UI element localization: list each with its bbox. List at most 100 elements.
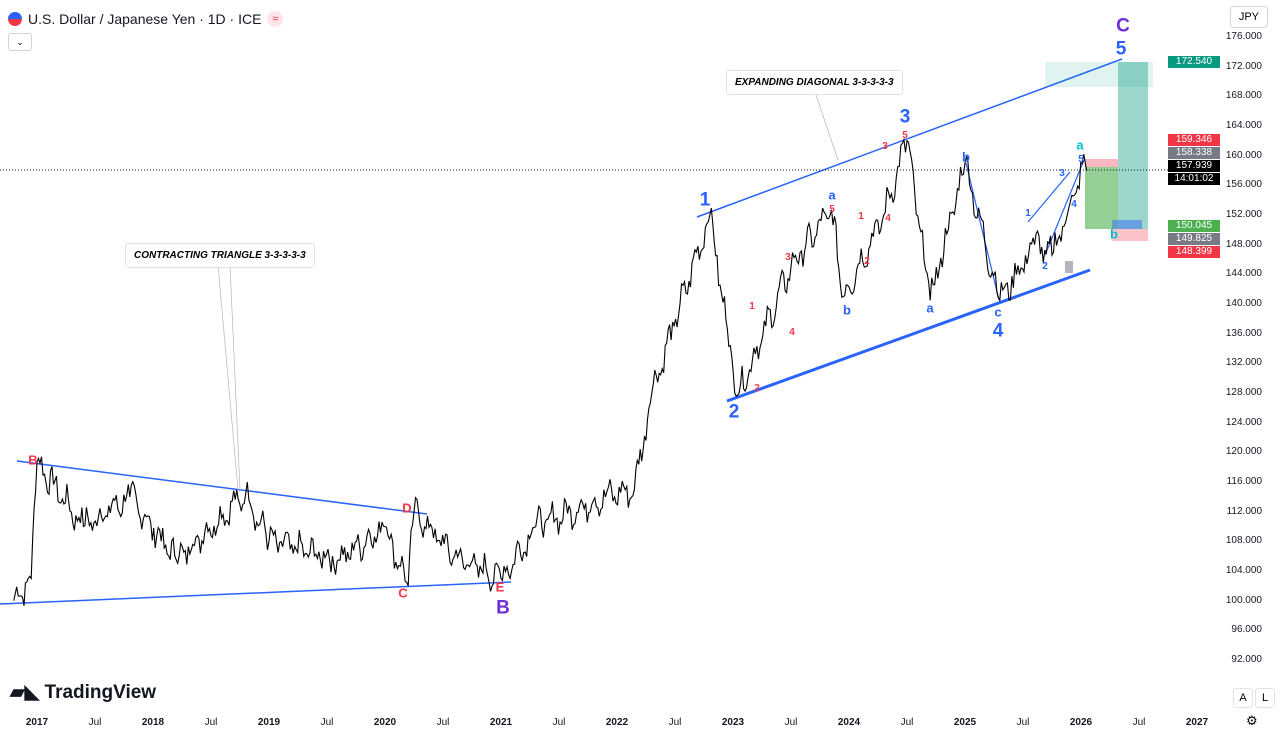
symbol-header[interactable]: U.S. Dollar / Japanese Yen · 1D · ICE ≈ <box>8 11 284 27</box>
wave-label-b: b <box>1110 226 1118 242</box>
price-tick: 132.000 <box>1225 357 1262 369</box>
wave-line <box>1044 159 1085 256</box>
realtime-icon[interactable]: ≈ <box>267 11 284 27</box>
stop-zone <box>1112 229 1148 241</box>
wave-label-C: C <box>398 585 408 601</box>
currency-button[interactable]: JPY <box>1229 6 1268 28</box>
tradingview-logo[interactable]: ▰◣ TradingView <box>10 682 157 703</box>
wave-label-s5: 5 <box>902 130 908 141</box>
price-tick: 168.000 <box>1225 90 1262 102</box>
wave-label-b: b <box>962 149 970 165</box>
time-tick: 2025 <box>953 717 977 728</box>
price-tick: 140.000 <box>1225 298 1262 310</box>
position-profit-zone <box>1085 167 1118 229</box>
time-tick: Jul <box>320 717 334 728</box>
time-tick: Jul <box>88 717 102 728</box>
long-position-target <box>1118 62 1148 229</box>
time-tick: Jul <box>784 717 798 728</box>
wave-line <box>965 162 1000 301</box>
price-tick: 104.000 <box>1225 565 1262 577</box>
price-tick: 92.000 <box>1231 654 1262 666</box>
time-tick: 2019 <box>257 717 281 728</box>
wave-label-b: b <box>843 302 851 318</box>
price-tick: 112.000 <box>1226 505 1262 517</box>
wave-label-c: c <box>994 304 1002 320</box>
price-tick: 152.000 <box>1225 209 1262 221</box>
time-tick: 2017 <box>25 717 49 728</box>
diagonal-annotation: EXPANDING DIAGONAL 3-3-3-3-3 <box>726 70 903 95</box>
triangle-lower-line <box>0 581 512 605</box>
triangle-upper-line <box>16 460 428 515</box>
price-series <box>13 137 1088 606</box>
diagonal-upper-line <box>696 58 1123 218</box>
symbol-title: U.S. Dollar / Japanese Yen · 1D · ICE <box>28 11 262 27</box>
wave-label-s3: 3 <box>785 252 791 263</box>
log-scale-button[interactable]: L <box>1255 688 1275 708</box>
time-tick: 2020 <box>373 717 397 728</box>
time-tick: 2022 <box>605 717 629 728</box>
price-tag: 150.045 <box>1168 220 1220 232</box>
price-tick: 108.000 <box>1225 535 1262 547</box>
price-tick: 164.000 <box>1225 120 1262 131</box>
time-tick: 2018 <box>141 717 165 728</box>
wave-label-s2: 2 <box>754 383 760 394</box>
price-tick: 156.000 <box>1225 179 1262 191</box>
price-tag: 172.540 <box>1168 56 1220 68</box>
time-tick: 2021 <box>489 717 513 728</box>
collapse-button[interactable]: ⌄ <box>8 33 32 51</box>
wave-label-w4: 4 <box>992 320 1004 342</box>
price-tag: 148.399 <box>1168 246 1220 258</box>
wave-label-D: D <box>402 500 412 516</box>
time-tick: Jul <box>1132 717 1146 728</box>
wave-label-s4: 4 <box>789 327 795 338</box>
wave-label-E: E <box>495 579 505 595</box>
wave-label-s2: 2 <box>1042 261 1048 272</box>
logo-icon: ▰◣ <box>10 682 45 703</box>
time-tick: Jul <box>204 717 218 728</box>
time-tick: Jul <box>900 717 914 728</box>
time-tick: 2027 <box>1185 717 1209 728</box>
marker <box>1065 261 1073 273</box>
price-tag: 159.346 <box>1168 134 1220 146</box>
price-tick: 144.000 <box>1225 268 1262 280</box>
trendlines <box>0 58 1123 605</box>
position-loss-zone <box>1085 159 1118 167</box>
price-tick: 124.000 <box>1225 416 1262 428</box>
time-tick: Jul <box>1016 717 1030 728</box>
price-tag: 14:01:02 <box>1168 173 1220 185</box>
price-tick: 176.000 <box>1225 31 1262 42</box>
price-tick: 160.000 <box>1225 149 1262 161</box>
auto-scale-button[interactable]: A <box>1233 688 1253 708</box>
price-tick: 96.000 <box>1231 624 1262 636</box>
wave-label-s1: 1 <box>858 211 864 222</box>
price-tag: 158.338 <box>1168 147 1220 159</box>
wave-label-a: a <box>1076 137 1084 153</box>
wave-label-majC: C <box>1116 15 1130 37</box>
entry-zone <box>1112 220 1142 229</box>
diagonal-lower-line <box>726 268 1091 403</box>
price-tag: 157.939 <box>1168 160 1220 172</box>
wave-label-w2: 2 <box>728 401 740 423</box>
price-tick: 148.000 <box>1225 238 1262 250</box>
price-tick: 172.000 <box>1225 60 1262 72</box>
annotation-pointer <box>217 264 239 491</box>
wave-label-s3: 3 <box>882 141 888 152</box>
price-tick: 120.000 <box>1225 446 1262 458</box>
wave-label-a: a <box>828 187 836 203</box>
wave-label-s4: 4 <box>885 213 891 224</box>
wave-label-s1: 1 <box>1025 208 1031 219</box>
wave-label-s4: 4 <box>1071 199 1077 210</box>
wave-label-majB: B <box>496 597 510 619</box>
settings-icon[interactable]: ⚙ <box>1246 713 1258 728</box>
price-tick: 100.000 <box>1225 594 1262 606</box>
wave-label-s3: 3 <box>1059 168 1065 179</box>
triangle-annotation: CONTRACTING TRIANGLE 3-3-3-3-3 <box>125 243 315 268</box>
wave-label-s5: 5 <box>1078 154 1084 165</box>
time-tick: Jul <box>668 717 682 728</box>
time-tick: 2024 <box>837 717 861 728</box>
time-tick: 2023 <box>721 717 745 728</box>
wave-label-w1: 1 <box>699 189 711 211</box>
price-tick: 128.000 <box>1225 387 1262 399</box>
price-chart[interactable] <box>0 0 1220 710</box>
time-tick: Jul <box>436 717 450 728</box>
